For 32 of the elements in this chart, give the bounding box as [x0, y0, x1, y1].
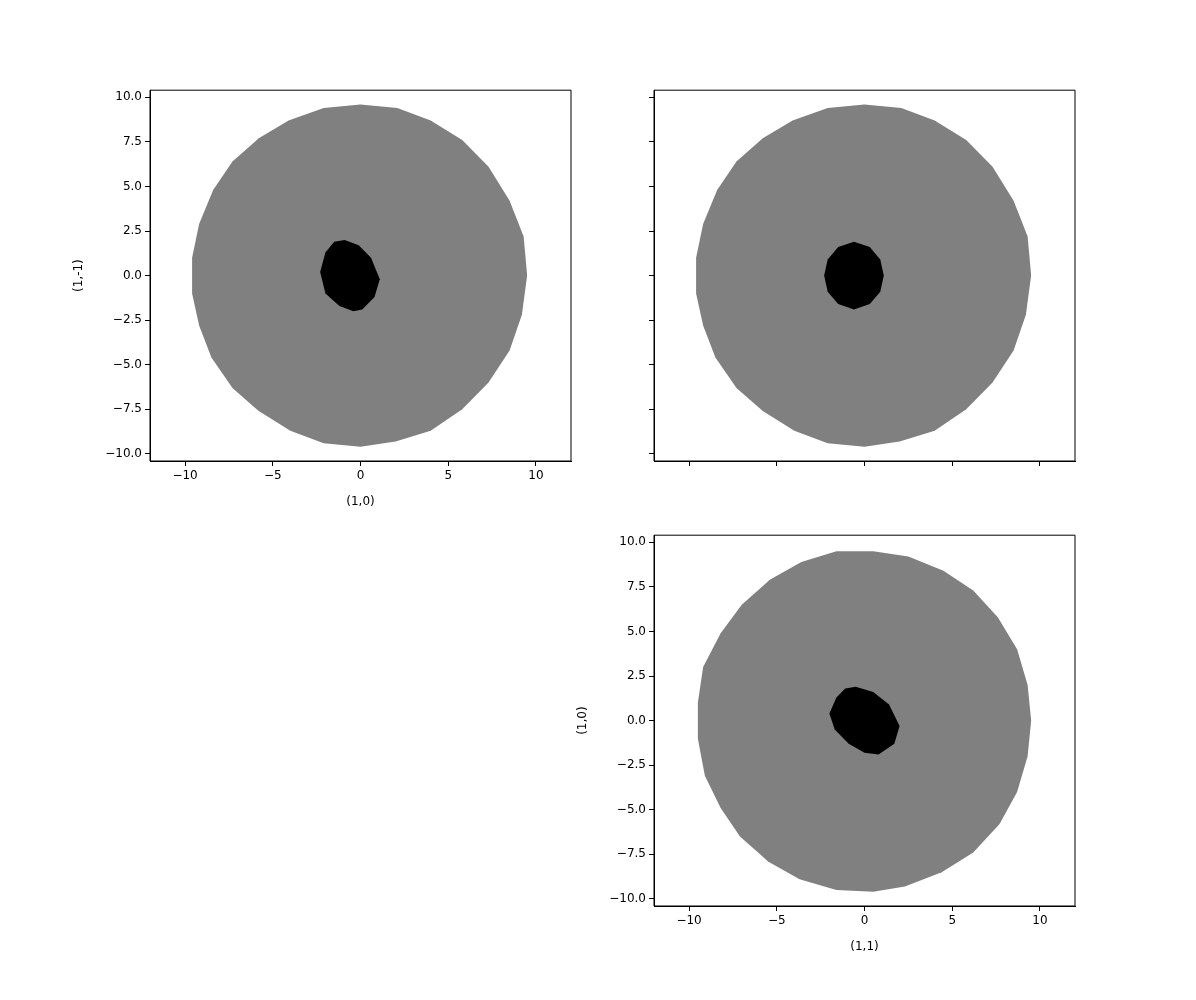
- y-tick-label: −5.0: [112, 356, 142, 371]
- y-tick-label: −2.5: [112, 312, 142, 327]
- y-axis-title: (1,-1): [71, 259, 86, 292]
- y-tick-label: −10.0: [105, 445, 142, 460]
- y-tick-label: 2.5: [122, 223, 142, 238]
- y-tick-label: 7.5: [626, 579, 646, 594]
- y-tick-label: 0.0: [122, 267, 142, 282]
- y-tick-label: −2.5: [616, 757, 646, 772]
- x-tick-label: 0: [356, 468, 365, 483]
- y-tick-label: 5.0: [122, 178, 142, 193]
- y-tick-label: −5.0: [616, 801, 646, 816]
- y-tick-label: −7.5: [112, 401, 142, 416]
- x-tick-label: 5: [948, 913, 957, 928]
- x-axis-title: (1,1): [850, 938, 879, 953]
- y-tick-label: −7.5: [616, 846, 646, 861]
- x-tick-label: 10: [528, 468, 544, 483]
- y-tick-label: 2.5: [626, 668, 646, 683]
- x-axis-title: (1,0): [346, 493, 375, 508]
- y-tick-label: 10.0: [619, 534, 646, 549]
- y-tick-label: 5.0: [626, 623, 646, 638]
- y-tick-label: 7.5: [122, 134, 142, 149]
- y-tick-label: −10.0: [609, 890, 646, 905]
- x-tick-label: 0: [860, 913, 869, 928]
- y-tick-label: 10.0: [115, 89, 142, 104]
- x-tick-label: −5: [767, 913, 786, 928]
- x-tick-label: 10: [1032, 913, 1048, 928]
- y-tick-label: 0.0: [626, 712, 646, 727]
- x-tick-label: −10: [676, 913, 702, 928]
- x-tick-label: −10: [172, 468, 198, 483]
- x-tick-label: 5: [444, 468, 453, 483]
- x-tick-label: −5: [263, 468, 282, 483]
- y-axis-title: (1,0): [575, 706, 590, 735]
